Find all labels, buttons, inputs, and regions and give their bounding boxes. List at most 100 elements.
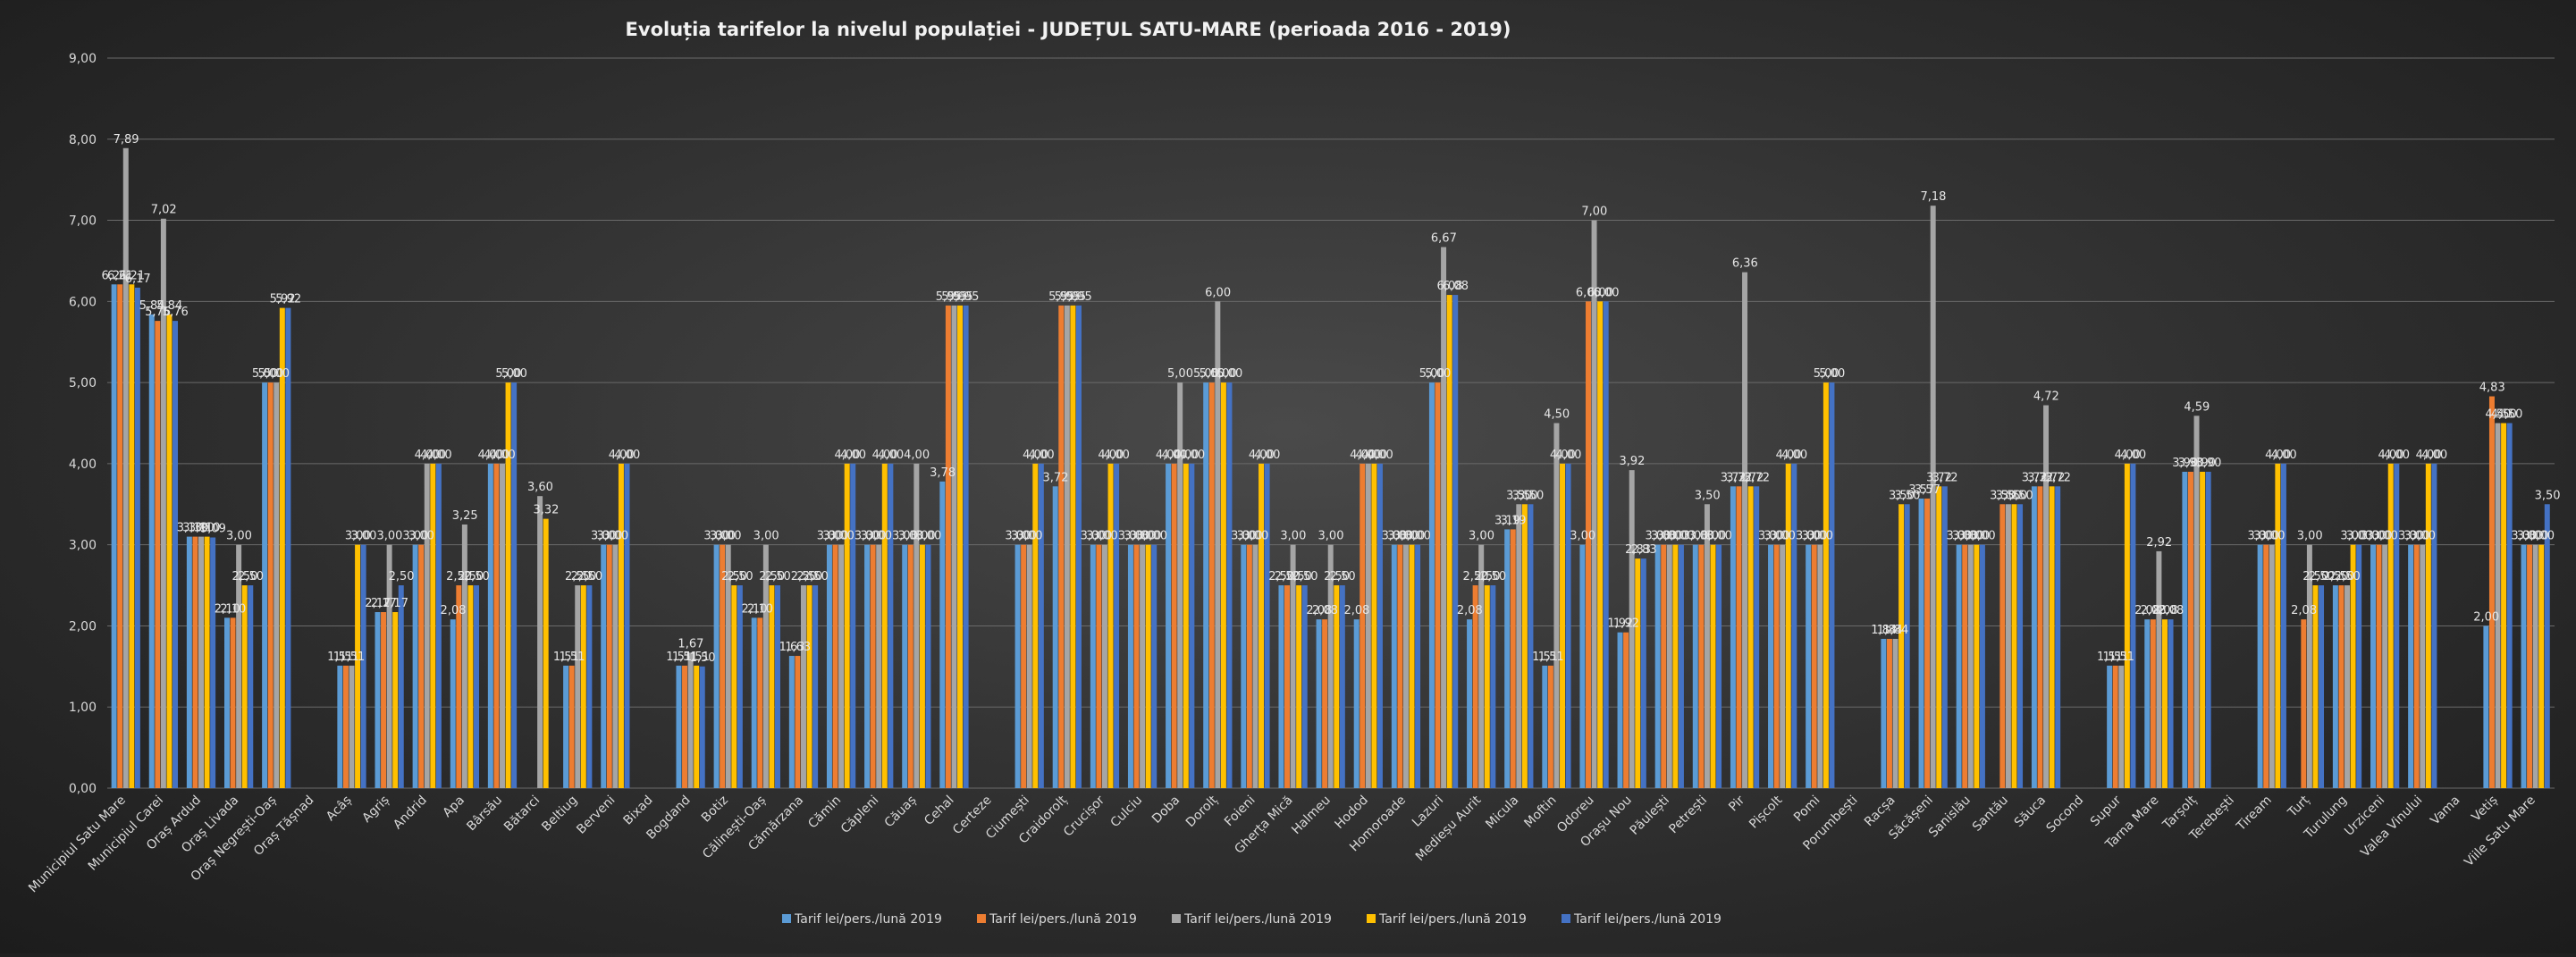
bar [720, 544, 726, 788]
data-label: 3,72 [2039, 471, 2065, 484]
data-label: 1,92 [1613, 617, 1639, 631]
y-tick-label: 3,00 [69, 539, 97, 553]
data-label: 1,51 [2103, 651, 2129, 664]
data-label: 3,00 [1669, 530, 1695, 543]
data-label: 3,00 [703, 530, 729, 543]
bar [2312, 585, 2319, 788]
bar [2521, 544, 2527, 788]
bar [2280, 463, 2286, 788]
data-label: 3,00 [2410, 530, 2436, 543]
data-label: 3,50 [1506, 489, 1532, 502]
data-label: 5,84 [156, 299, 182, 313]
data-label: 3,10 [194, 522, 220, 535]
bar [1203, 382, 1209, 788]
data-label: 5,95 [936, 290, 962, 304]
bar [1391, 544, 1397, 788]
bar [1967, 544, 1974, 788]
data-label: 3,00 [1706, 530, 1732, 543]
bar [850, 463, 856, 788]
x-tick-label: Bătarci [501, 793, 543, 835]
bar [2332, 585, 2338, 788]
data-label: 3,90 [2172, 457, 2198, 470]
bar [870, 544, 876, 788]
bar [2187, 471, 2193, 788]
bar [2501, 423, 2507, 788]
data-label: 3,10 [177, 522, 203, 535]
bar [241, 585, 248, 788]
data-label: 7,02 [151, 204, 177, 217]
data-label: 2,08 [2141, 604, 2167, 617]
bar [2263, 544, 2269, 788]
data-label: 2,50 [577, 570, 602, 583]
bar [1710, 544, 1716, 788]
data-label: 3,00 [1382, 530, 1408, 543]
bar [2338, 585, 2344, 788]
legend-label: Tarif lei/pers./lună 2019 [1378, 912, 1527, 927]
data-label: 5,76 [163, 306, 189, 319]
data-label: 6,08 [1443, 280, 1469, 293]
bar [1635, 558, 1641, 788]
data-label: 4,00 [484, 449, 509, 462]
bar [262, 382, 268, 788]
bar [1226, 382, 1233, 788]
data-label: 2,50 [1480, 570, 1506, 583]
data-label: 3,00 [854, 530, 880, 543]
bar [2431, 463, 2437, 788]
bar [2488, 396, 2495, 788]
data-label: 3,00 [2340, 530, 2366, 543]
data-label: 3,00 [345, 530, 371, 543]
x-tick-label: Petrești [1666, 793, 1710, 837]
data-label: 3,00 [1683, 530, 1709, 543]
data-label: 1,51 [684, 651, 710, 664]
bar [618, 463, 624, 788]
bar [1654, 544, 1661, 788]
bar [1597, 301, 1604, 788]
bar [1528, 504, 1534, 788]
bar [606, 544, 612, 788]
bar [2527, 544, 2533, 788]
bar [2495, 423, 2501, 788]
y-tick-label: 8,00 [69, 133, 97, 147]
data-label: 2,50 [721, 570, 747, 583]
data-label: 3,00 [1130, 530, 1156, 543]
bar [2182, 471, 2188, 788]
data-label: 3,72 [1932, 471, 1958, 484]
bar [676, 665, 682, 788]
bar [1415, 544, 1421, 788]
bar [267, 382, 274, 788]
x-tick-label: Bârsău [464, 793, 505, 835]
data-label: 3,00 [716, 530, 742, 543]
bar [2011, 504, 2017, 788]
bar [1999, 504, 2006, 788]
bar [1516, 504, 1522, 788]
bar [1886, 638, 1892, 788]
data-label: 2,50 [1292, 570, 1318, 583]
y-tick-label: 2,00 [69, 619, 97, 634]
data-label: 3,00 [829, 530, 854, 543]
bar [2269, 544, 2275, 788]
data-label: 4,59 [2184, 400, 2210, 414]
x-tick-label: Racșa [1862, 793, 1898, 830]
data-label: 5,95 [947, 290, 973, 304]
bar [2544, 504, 2550, 788]
data-label: 3,00 [1017, 530, 1043, 543]
x-tick-label: Cehal [922, 793, 956, 828]
data-label: 2,92 [2146, 536, 2172, 550]
bar [2356, 544, 2362, 788]
legend-swatch [782, 914, 791, 923]
bar [737, 585, 743, 788]
y-tick-label: 6,00 [69, 295, 97, 309]
bar [580, 585, 586, 788]
bar [1692, 544, 1698, 788]
bar [537, 496, 543, 788]
bar [1979, 544, 1985, 788]
bar [1811, 544, 1817, 788]
bar [2425, 463, 2431, 788]
bar [881, 463, 888, 788]
data-label: 3,00 [1393, 530, 1419, 543]
data-label: 5,92 [270, 293, 296, 306]
bar [1339, 585, 1345, 788]
bar [1252, 544, 1259, 788]
bar [186, 536, 192, 788]
bar [450, 619, 456, 788]
